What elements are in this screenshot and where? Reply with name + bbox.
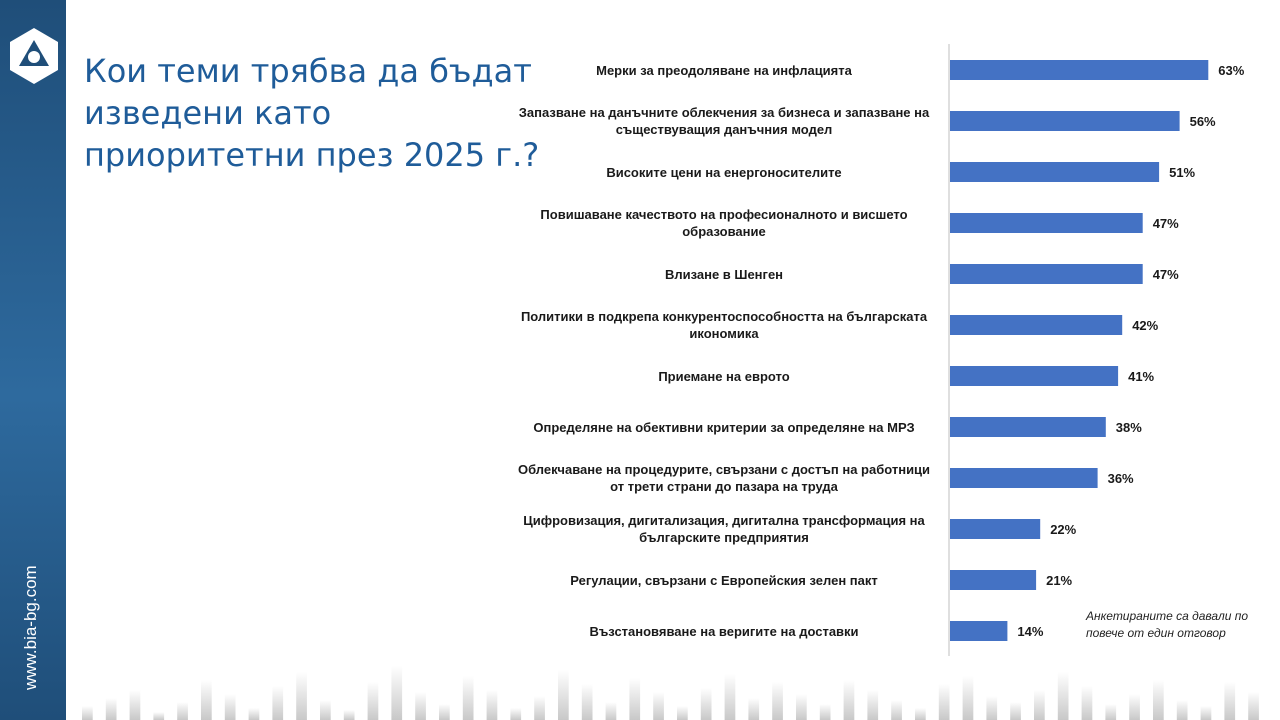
skyline-column bbox=[1176, 700, 1188, 720]
skyline-column bbox=[819, 704, 831, 720]
value-label-2: 56% bbox=[1190, 114, 1216, 129]
skyline-column bbox=[843, 680, 855, 720]
skyline-column bbox=[201, 680, 212, 720]
value-label-1: 63% bbox=[1218, 63, 1244, 78]
value-label-7: 41% bbox=[1128, 369, 1154, 384]
skyline-column bbox=[296, 672, 307, 720]
skyline-column bbox=[1034, 690, 1045, 720]
value-label-4: 47% bbox=[1153, 216, 1179, 231]
skyline-column bbox=[653, 692, 664, 720]
skyline-column bbox=[581, 684, 593, 720]
value-label-12: 14% bbox=[1017, 624, 1043, 639]
bars-layer bbox=[950, 60, 1209, 641]
category-label-5: Влизане в Шенген bbox=[664, 266, 784, 282]
value-label-9: 36% bbox=[1108, 471, 1134, 486]
value-label-11: 21% bbox=[1046, 573, 1072, 588]
skyline-column bbox=[153, 712, 165, 720]
skyline-column bbox=[1105, 704, 1117, 720]
skyline-column bbox=[1248, 692, 1259, 720]
category-label-2: Запазване на данъчните облекчения за биз… bbox=[518, 105, 930, 137]
bar-4 bbox=[950, 213, 1143, 233]
decorative-skyline bbox=[82, 666, 1259, 720]
skyline-column bbox=[558, 670, 569, 720]
skyline-column bbox=[748, 698, 760, 720]
page-title: Кои теми трябва да бъдат изведени като п… bbox=[84, 52, 540, 174]
value-label-6: 42% bbox=[1132, 318, 1158, 333]
skyline-column bbox=[105, 698, 117, 720]
bar-8 bbox=[950, 417, 1106, 437]
skyline-column bbox=[867, 690, 879, 720]
bar-2 bbox=[950, 111, 1180, 131]
category-label-7: Приемане на еврото bbox=[658, 368, 790, 384]
value-labels-layer: 63% 56% 51% 47% 47% 42% 41% 38% 36% 22% 21% 14% bbox=[1017, 63, 1244, 639]
value-label-3: 51% bbox=[1169, 165, 1195, 180]
bar-3 bbox=[950, 162, 1160, 182]
skyline-column bbox=[796, 694, 807, 720]
bar-10 bbox=[950, 519, 1041, 539]
skyline-column bbox=[439, 704, 450, 720]
value-label-10: 22% bbox=[1050, 522, 1076, 537]
category-label-1: Мерки за преодоляване на инфлацията bbox=[596, 62, 852, 78]
skyline-column bbox=[177, 702, 188, 720]
category-label-3: Високите цени на енергоносителите bbox=[606, 164, 842, 180]
skyline-column bbox=[1057, 672, 1069, 720]
value-label-8: 38% bbox=[1116, 420, 1142, 435]
skyline-column bbox=[1129, 694, 1140, 720]
chart-note: Анкетираните са давали по повече от един… bbox=[1086, 609, 1249, 640]
skyline-column bbox=[82, 706, 93, 720]
skyline-column bbox=[1010, 702, 1021, 720]
category-label-12: Възстановяване на веригите на доставки bbox=[589, 623, 859, 639]
skyline-column bbox=[605, 702, 617, 720]
skyline-column bbox=[700, 688, 712, 720]
value-label-5: 47% bbox=[1153, 267, 1179, 282]
skyline-column bbox=[629, 678, 641, 720]
skyline-column bbox=[534, 696, 545, 720]
category-label-10: Цифровизация, дигитализация, дигитална т… bbox=[523, 513, 925, 545]
skyline-column bbox=[129, 690, 141, 720]
skyline-column bbox=[962, 676, 974, 720]
skyline-column bbox=[510, 708, 522, 720]
bar-9 bbox=[950, 468, 1098, 488]
skyline-column bbox=[1224, 682, 1236, 720]
skyline-column bbox=[915, 708, 926, 720]
skyline-column bbox=[367, 682, 379, 720]
sidebar: www.bia-bg.com bbox=[0, 0, 66, 720]
category-label-4: Повишаване качеството на професионалното… bbox=[540, 207, 908, 239]
skyline-column bbox=[1153, 680, 1164, 720]
bar-1 bbox=[950, 60, 1209, 80]
skyline-column bbox=[1081, 686, 1093, 720]
skyline-column bbox=[486, 690, 498, 720]
category-label-6: Политики в подкрепа конкурентоспособност… bbox=[520, 309, 928, 341]
skyline-column bbox=[391, 666, 403, 720]
skyline-column bbox=[320, 700, 331, 720]
skyline-column bbox=[415, 692, 426, 720]
category-label-9: Облекчаване на процедурите, свързани с д… bbox=[517, 462, 931, 494]
skyline-column bbox=[986, 696, 998, 720]
bia-triangle-logo-icon bbox=[10, 28, 58, 84]
skyline-column bbox=[462, 676, 474, 720]
skyline-column bbox=[677, 706, 688, 720]
skyline-column bbox=[224, 694, 236, 720]
category-label-11: Регулации, свързани с Европейския зелен … bbox=[570, 572, 878, 588]
skyline-column bbox=[891, 700, 902, 720]
skyline-column bbox=[772, 682, 783, 720]
skyline-column bbox=[248, 708, 260, 720]
bar-6 bbox=[950, 315, 1123, 335]
bar-7 bbox=[950, 366, 1119, 386]
skyline-column bbox=[343, 710, 355, 720]
skyline-column bbox=[724, 674, 736, 720]
bar-5 bbox=[950, 264, 1143, 284]
skyline-column bbox=[272, 686, 284, 720]
category-label-8: Определяне на обективни критерии за опре… bbox=[533, 419, 915, 435]
bar-12 bbox=[950, 621, 1008, 641]
skyline-column bbox=[938, 684, 950, 720]
bar-11 bbox=[950, 570, 1037, 590]
skyline-column bbox=[1200, 706, 1212, 720]
